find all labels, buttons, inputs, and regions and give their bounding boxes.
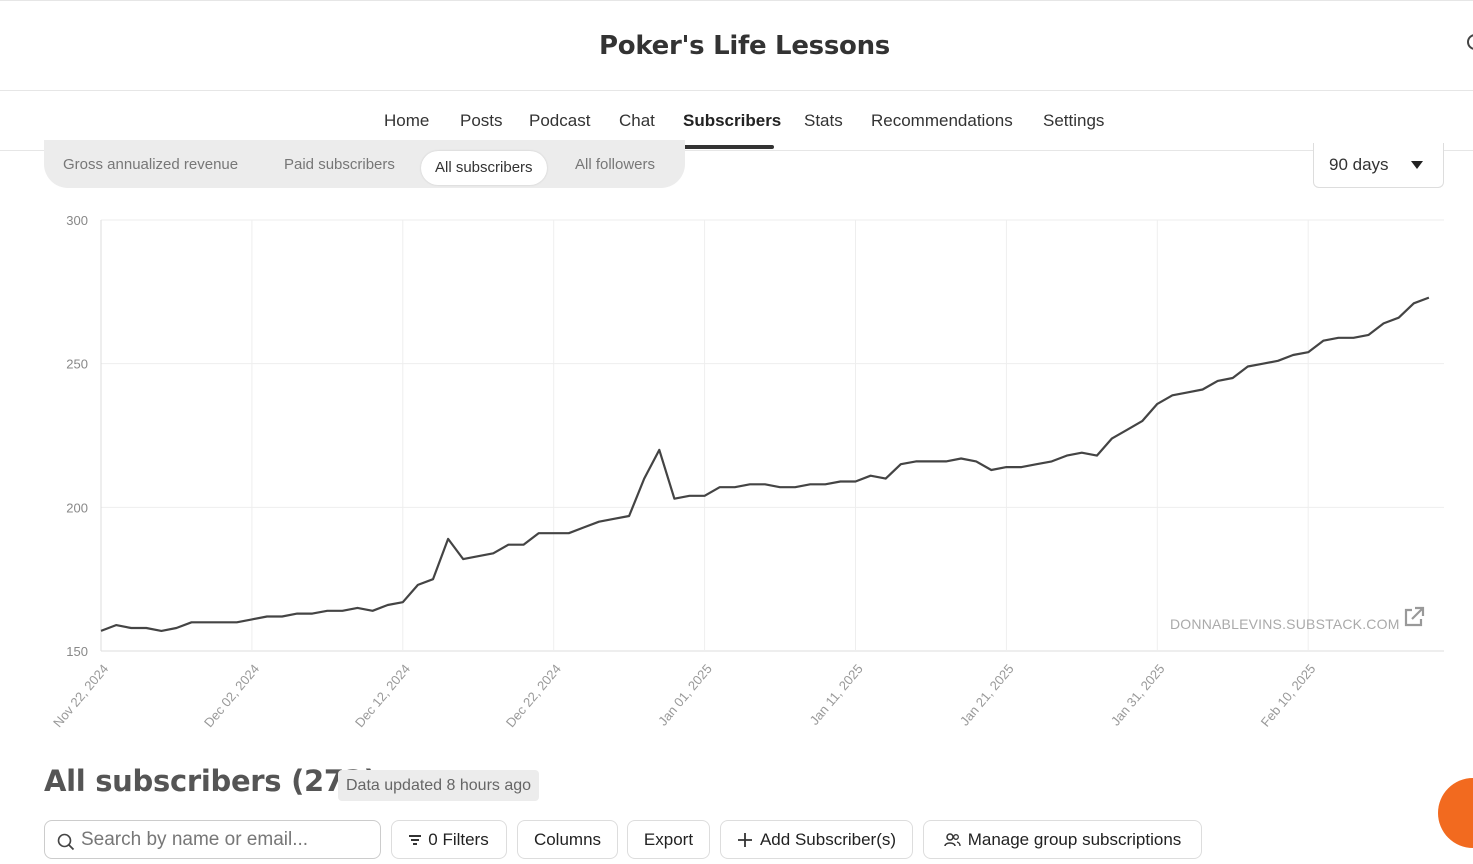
x-tick-label: Jan 11, 2025: [807, 661, 866, 727]
x-tick-label: Jan 31, 2025: [1108, 661, 1168, 728]
nav-chat[interactable]: Chat: [619, 111, 655, 130]
nav-home[interactable]: Home: [384, 111, 430, 130]
tab-all-subscribers[interactable]: All subscribers: [421, 151, 547, 185]
search-input[interactable]: [81, 827, 371, 853]
x-tick-label: Jan 01, 2025: [655, 661, 715, 728]
export-button[interactable]: Export: [627, 820, 710, 859]
columns-button[interactable]: Columns: [517, 820, 618, 859]
nav-subscribers[interactable]: Subscribers: [683, 111, 782, 130]
subscribers-line-chart: 150 200 250 300 Nov 22, 2024 Dec 02, 2024 Dec…: [50, 213, 1444, 730]
x-tick-label: Dec 02, 2024: [201, 661, 262, 730]
y-tick-label: 300: [66, 213, 88, 228]
columns-label: Columns: [533, 829, 602, 849]
manage-group-subscriptions-label: Manage group subscriptions: [967, 829, 1182, 849]
nav-settings[interactable]: Settings: [1043, 111, 1105, 130]
chart-watermark: DONNABLEVINS.SUBSTACK.COM: [1170, 616, 1400, 632]
external-link-icon[interactable]: [1402, 605, 1426, 629]
subscribers-heading: All subscribers (273): [44, 764, 377, 798]
add-subscribers-label: Add Subscriber(s): [759, 829, 897, 849]
filter-icon: [409, 834, 422, 845]
date-range-select[interactable]: 90 days: [1313, 143, 1444, 188]
nav-recommendations[interactable]: Recommendations: [871, 111, 1013, 130]
x-tick-label: Dec 12, 2024: [352, 661, 413, 730]
top-bar: Poker's Life Lessons: [0, 0, 1473, 91]
filters-label: 0 Filters: [428, 829, 489, 849]
active-nav-indicator: [683, 145, 774, 149]
chat-fab-button[interactable]: [1438, 778, 1473, 848]
filters-button[interactable]: 0 Filters: [391, 820, 507, 859]
tab-paid-subscribers[interactable]: Paid subscribers: [284, 156, 395, 173]
series-line: [100, 296, 1430, 632]
plus-icon: [737, 832, 752, 847]
export-label: Export: [643, 829, 694, 849]
publication-title[interactable]: Poker's Life Lessons: [599, 31, 890, 61]
add-subscribers-button[interactable]: Add Subscriber(s): [720, 820, 913, 859]
y-tick-label: 200: [66, 500, 88, 515]
x-tick-label: Dec 22, 2024: [503, 661, 564, 730]
metric-tabs: [44, 140, 685, 188]
nav-podcast[interactable]: Podcast: [529, 111, 591, 130]
tab-gross-annualized-revenue[interactable]: Gross annualized revenue: [63, 156, 239, 173]
search-icon: [57, 833, 75, 851]
y-tick-label: 250: [66, 357, 88, 372]
nav-posts[interactable]: Posts: [460, 111, 503, 130]
manage-group-subscriptions-button[interactable]: Manage group subscriptions: [923, 820, 1202, 859]
caret-down-icon: [1411, 161, 1423, 169]
main-nav: Home Posts Podcast Chat Subscribers Stat…: [0, 91, 1473, 151]
y-tick-label: 150: [66, 644, 88, 659]
nav-stats[interactable]: Stats: [804, 111, 843, 130]
x-tick-label: Nov 22, 2024: [50, 661, 111, 730]
data-updated-badge: Data updated 8 hours ago: [338, 770, 540, 801]
x-tick-label: Feb 10, 2025: [1258, 661, 1319, 729]
tab-all-followers[interactable]: All followers: [575, 156, 656, 173]
search-field[interactable]: [44, 820, 381, 859]
users-icon: [943, 832, 961, 846]
x-tick-label: Jan 21, 2025: [957, 661, 1017, 728]
date-range-value: 90 days: [1329, 155, 1389, 174]
